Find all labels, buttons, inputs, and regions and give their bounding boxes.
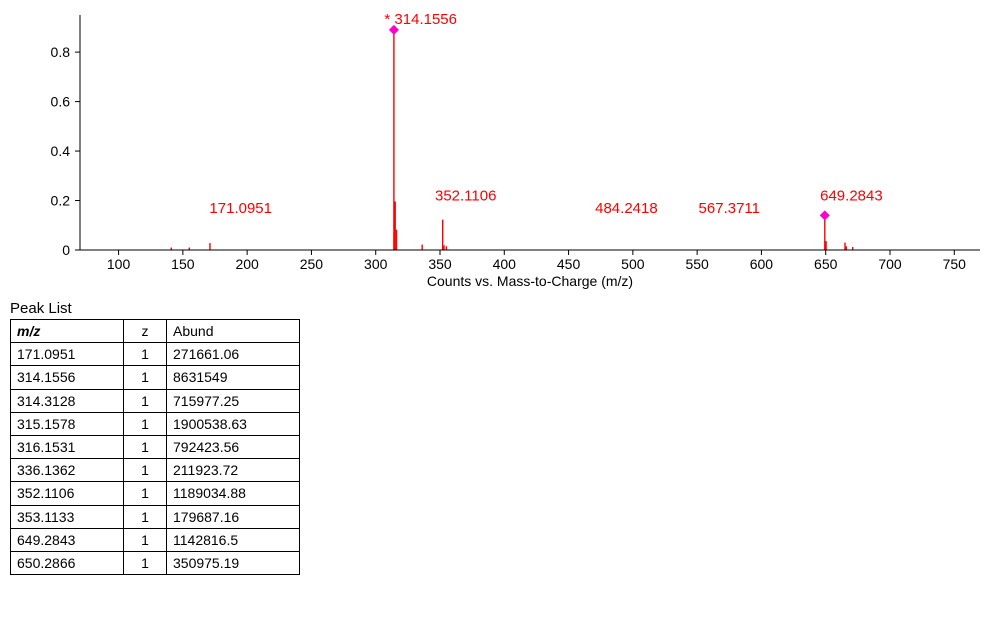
table-cell: 314.3128 xyxy=(11,389,124,412)
spectrum-svg: 100 150 200 250 300 350 400 450 500 550 600 650 700 7… xyxy=(10,10,990,290)
svg-text:171.0951: 171.0951 xyxy=(209,200,272,217)
svg-text:150: 150 xyxy=(171,256,195,272)
table-cell: 336.1362 xyxy=(11,459,124,482)
table-row: 352.110611189034.88 xyxy=(11,482,300,505)
table-row: 650.28661350975.19 xyxy=(11,551,300,574)
table-cell: 353.1133 xyxy=(11,505,124,528)
col-z-header: z xyxy=(124,320,167,343)
col-abund-header: Abund xyxy=(167,320,300,343)
table-row: 649.284311142816.5 xyxy=(11,528,300,551)
svg-text:649.2843: 649.2843 xyxy=(820,188,883,205)
table-row: 314.155618631549 xyxy=(11,366,300,389)
table-cell: 649.2843 xyxy=(11,528,124,551)
svg-text:650: 650 xyxy=(814,256,838,272)
table-cell: 1 xyxy=(124,528,167,551)
table-cell: 8631549 xyxy=(167,366,300,389)
svg-text:* 314.1556: * 314.1556 xyxy=(384,11,457,28)
svg-text:750: 750 xyxy=(943,256,967,272)
table-cell: 179687.16 xyxy=(167,505,300,528)
peak-list-title: Peak List xyxy=(10,300,990,317)
svg-text:484.2418: 484.2418 xyxy=(595,200,658,217)
table-cell: 171.0951 xyxy=(11,343,124,366)
table-cell: 1 xyxy=(124,459,167,482)
table-cell: 211923.72 xyxy=(167,459,300,482)
table-cell: 1 xyxy=(124,505,167,528)
table-cell: 1 xyxy=(124,435,167,458)
svg-text:350: 350 xyxy=(428,256,452,272)
table-cell: 316.1531 xyxy=(11,435,124,458)
table-row: 353.11331179687.16 xyxy=(11,505,300,528)
table-row: 314.31281715977.25 xyxy=(11,389,300,412)
table-cell: 792423.56 xyxy=(167,435,300,458)
table-cell: 715977.25 xyxy=(167,389,300,412)
svg-text:700: 700 xyxy=(878,256,902,272)
table-cell: 352.1106 xyxy=(11,482,124,505)
svg-text:0: 0 xyxy=(62,242,70,258)
table-cell: 1900538.63 xyxy=(167,412,300,435)
svg-text:0.8: 0.8 xyxy=(51,44,71,60)
mass-spectrum-chart: 100 150 200 250 300 350 400 450 500 550 600 650 700 7… xyxy=(10,10,990,290)
svg-text:0.6: 0.6 xyxy=(51,94,71,110)
table-cell: 1142816.5 xyxy=(167,528,300,551)
table-cell: 650.2866 xyxy=(11,551,124,574)
svg-text:100: 100 xyxy=(107,256,131,272)
table-cell: 314.1556 xyxy=(11,366,124,389)
svg-text:0.4: 0.4 xyxy=(51,143,71,159)
svg-text:300: 300 xyxy=(364,256,388,272)
table-cell: 1 xyxy=(124,389,167,412)
svg-text:500: 500 xyxy=(621,256,645,272)
svg-text:250: 250 xyxy=(300,256,324,272)
table-cell: 1 xyxy=(124,412,167,435)
table-row: 171.09511271661.06 xyxy=(11,343,300,366)
table-cell: 1 xyxy=(124,343,167,366)
svg-text:400: 400 xyxy=(493,256,517,272)
svg-text:Counts vs. Mass-to-Charge (m/z: Counts vs. Mass-to-Charge (m/z) xyxy=(427,273,633,289)
peak-list-table: m/z z Abund 171.09511271661.06314.155618… xyxy=(10,319,300,575)
svg-text:550: 550 xyxy=(685,256,709,272)
svg-text:352.1106: 352.1106 xyxy=(435,188,496,205)
svg-text:450: 450 xyxy=(557,256,581,272)
table-cell: 271661.06 xyxy=(167,343,300,366)
table-header-row: m/z z Abund xyxy=(11,320,300,343)
svg-text:0.2: 0.2 xyxy=(51,193,71,209)
table-row: 316.15311792423.56 xyxy=(11,435,300,458)
svg-text:200: 200 xyxy=(235,256,259,272)
svg-text:567.3711: 567.3711 xyxy=(699,200,760,217)
col-mz-header: m/z xyxy=(11,320,124,343)
table-cell: 1189034.88 xyxy=(167,482,300,505)
table-row: 315.157811900538.63 xyxy=(11,412,300,435)
table-cell: 1 xyxy=(124,482,167,505)
table-row: 336.13621211923.72 xyxy=(11,459,300,482)
svg-text:600: 600 xyxy=(750,256,774,272)
table-cell: 1 xyxy=(124,551,167,574)
table-cell: 1 xyxy=(124,366,167,389)
table-cell: 350975.19 xyxy=(167,551,300,574)
table-cell: 315.1578 xyxy=(11,412,124,435)
